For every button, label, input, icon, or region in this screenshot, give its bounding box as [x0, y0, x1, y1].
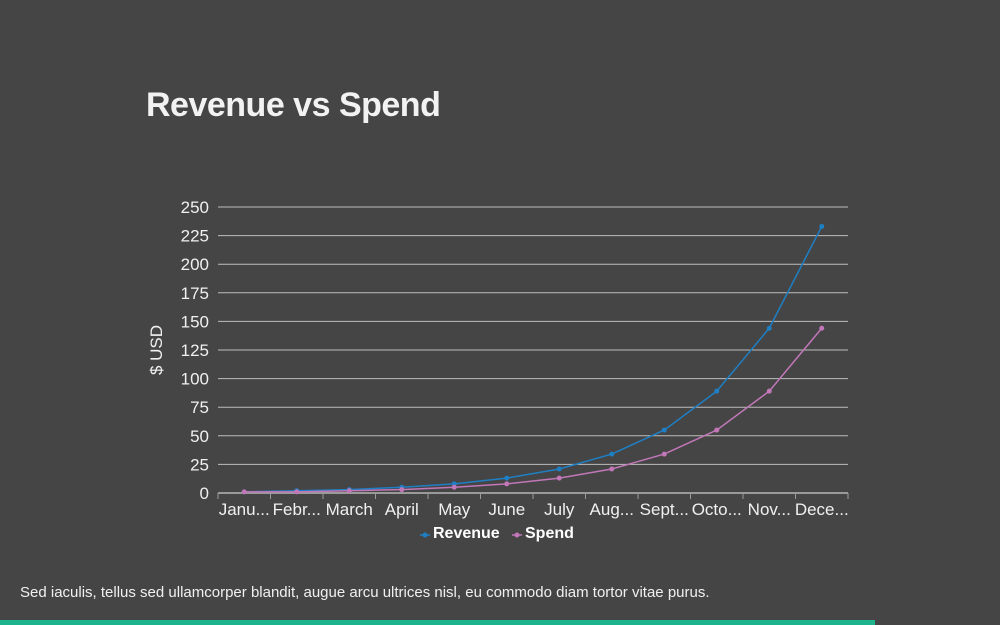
y-tick-label: 125: [181, 341, 209, 360]
y-tick-label: 150: [181, 312, 209, 331]
data-point-revenue: [609, 451, 615, 457]
data-point-revenue: [819, 223, 825, 229]
data-point-spend: [399, 487, 405, 493]
data-point-revenue: [556, 466, 562, 472]
y-tick-label: 250: [181, 198, 209, 217]
data-point-revenue: [504, 475, 510, 481]
series-line-spend: [244, 327, 823, 493]
x-tick-label: Dece...: [795, 500, 849, 519]
data-point-revenue: [661, 427, 667, 433]
data-point-spend: [556, 475, 562, 481]
x-tick-label: June: [488, 500, 525, 519]
legend-label-spend: Spend: [525, 525, 574, 542]
x-tick-label: April: [385, 500, 419, 519]
data-point-revenue: [714, 388, 720, 394]
y-tick-label: 175: [181, 284, 209, 303]
x-tick-label: May: [438, 500, 471, 519]
y-tick-label: 100: [181, 370, 209, 389]
data-point-spend: [819, 325, 825, 331]
y-tick-label: 25: [190, 455, 209, 474]
series-line-revenue: [244, 226, 823, 493]
data-point-spend: [451, 484, 457, 490]
legend-marker: [422, 532, 428, 538]
data-point-spend: [294, 489, 300, 495]
data-point-spend: [766, 388, 772, 394]
data-point-spend: [241, 489, 247, 495]
data-point-spend: [504, 481, 510, 487]
x-tick-label: Octo...: [692, 500, 742, 519]
y-tick-label: 200: [181, 255, 209, 274]
y-tick-label: 75: [190, 398, 209, 417]
y-tick-label: 225: [181, 227, 209, 246]
y-tick-label: 0: [200, 484, 209, 503]
y-tick-label: 50: [190, 427, 209, 446]
legend-label-revenue: Revenue: [433, 525, 500, 542]
x-tick-label: Aug...: [590, 500, 634, 519]
x-tick-label: Janu...: [219, 500, 270, 519]
x-tick-label: March: [326, 500, 373, 519]
data-point-revenue: [766, 325, 772, 331]
x-tick-label: Nov...: [748, 500, 791, 519]
y-axis-label: $ USD: [147, 325, 166, 375]
data-point-spend: [714, 427, 720, 433]
progress-bar: [0, 620, 875, 625]
x-tick-label: Sept...: [640, 500, 689, 519]
slide-title: Revenue vs Spend: [146, 86, 441, 124]
x-tick-label: July: [544, 500, 575, 519]
x-tick-label: Febr...: [273, 500, 321, 519]
legend-marker: [514, 532, 520, 538]
caption-text: Sed iaculis, tellus sed ullamcorper blan…: [20, 584, 710, 601]
data-point-spend: [346, 488, 352, 494]
data-point-spend: [609, 466, 615, 472]
data-point-revenue: [451, 481, 457, 487]
data-point-spend: [661, 451, 667, 457]
